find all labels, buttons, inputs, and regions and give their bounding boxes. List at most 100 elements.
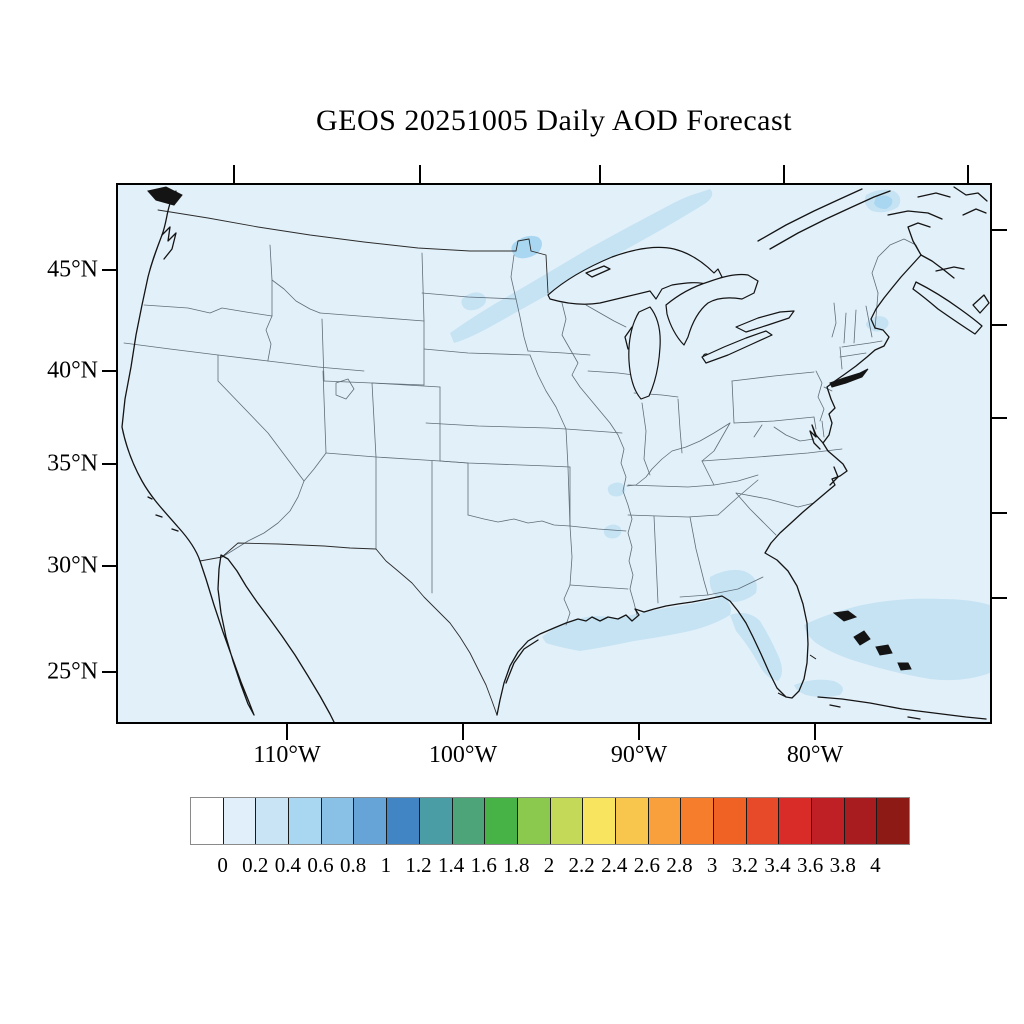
texas-lagoon-line [505, 639, 539, 684]
colorbar-cell-7 [419, 798, 453, 844]
colorbar-tick-label-1.2: 1.2 [405, 853, 432, 877]
chesapeake-bay [809, 424, 824, 450]
bay-of-fundy [920, 254, 955, 279]
right-tick-1 [992, 324, 1007, 326]
colorbar-tick-label-2.6: 2.6 [633, 853, 661, 877]
top-tick-2 [599, 165, 601, 183]
colorbar-cell-13 [615, 798, 649, 844]
right-tick-2 [992, 417, 1007, 419]
lake-erie [701, 330, 773, 364]
vancouver-island [147, 186, 183, 206]
colorbar-tick-label-3: 3 [706, 853, 718, 877]
colorbar-cell-18 [779, 798, 813, 844]
prince-edward-island [935, 266, 965, 272]
colorbar-tick-label-1.6: 1.6 [470, 853, 497, 877]
colorbar [190, 797, 910, 845]
bahamas-islands [777, 610, 912, 698]
top-tick-4 [967, 165, 969, 183]
lat-label-1: 40°N [47, 357, 98, 384]
colorbar-tick-label-0.2: 0.2 [242, 853, 269, 877]
colorbar-tick-label-2.2: 2.2 [568, 853, 595, 877]
colorbar-cell-17 [746, 798, 780, 844]
colorbar-tick-label-1.4: 1.4 [437, 853, 465, 877]
green-bay [624, 326, 633, 350]
coastlines [121, 186, 990, 722]
colorbar-cell-19 [812, 798, 845, 844]
colorbar-cell-6 [387, 798, 420, 844]
us-canada-border [157, 209, 549, 294]
aod-speck-north-dakota [461, 292, 486, 311]
colorbar-cell-3 [289, 798, 322, 844]
aod-core-gulf-st-lawrence [874, 195, 893, 209]
colorbar-tick-label-0: 0 [217, 853, 228, 877]
colorbar-tick-label-2.4: 2.4 [601, 853, 628, 877]
outer-banks-line [829, 466, 839, 486]
aod-core-lake-of-the-woods [511, 235, 542, 259]
nova-scotia [912, 281, 983, 335]
socal-islands [147, 496, 179, 532]
colorbar-cell-11 [550, 798, 584, 844]
lat-tick-4 [102, 671, 117, 673]
lat-tick-2 [102, 463, 117, 465]
aod-patch-northern-plume [450, 189, 713, 343]
colorbar-tick-label-0.6: 0.6 [307, 853, 334, 877]
aod-patch-atlantic-bahamas [804, 598, 990, 681]
aod-patch-georgia-inland [709, 569, 757, 602]
aod-speck-mississippi-1 [607, 482, 626, 497]
colorbar-tick-label-1.8: 1.8 [503, 853, 530, 877]
top-tick-3 [783, 165, 785, 183]
national-borders [157, 209, 549, 716]
colorbar-tick-label-2.8: 2.8 [666, 853, 693, 877]
colorbar-tick-label-4: 4 [870, 853, 881, 877]
lon-tick-2 [638, 723, 640, 740]
colorbar-cell-8 [452, 798, 486, 844]
colorbar-tick-label-2: 2 [543, 853, 555, 877]
colorbar-cell-0 [191, 798, 224, 844]
aod-patches [450, 189, 990, 697]
colorbar-tick-label-3.8: 3.8 [829, 853, 856, 877]
us-mexico-border [199, 542, 498, 716]
lon-label-3: 80°W [786, 742, 844, 768]
lake-huron [665, 273, 759, 346]
colorbar-cell-12 [583, 798, 616, 844]
colorbar-cell-21 [877, 798, 910, 844]
lake-michigan [628, 306, 661, 400]
lon-label-2: 90°W [610, 742, 668, 768]
lat-tick-1 [102, 370, 117, 372]
colorbar-tick-label-0.4: 0.4 [274, 853, 302, 877]
aod-speck-mississippi-2 [603, 524, 622, 539]
colorbar-tick-label-3.6: 3.6 [796, 853, 824, 877]
cape-breton [972, 294, 990, 314]
colorbar-cell-1 [223, 798, 257, 844]
st-lawrence-river [757, 188, 891, 250]
right-tick-3 [992, 512, 1007, 514]
lon-tick-0 [286, 723, 288, 740]
new-brunswick-gaspe [887, 210, 943, 256]
right-tick-4 [992, 597, 1007, 599]
aod-patch-south-of-florida [794, 679, 843, 697]
colorbar-cell-4 [321, 798, 355, 844]
lon-label-0: 110°W [253, 742, 321, 768]
colorbar-tick-label-3.4: 3.4 [764, 853, 791, 877]
lat-tick-3 [102, 565, 117, 567]
lat-tick-0 [102, 269, 117, 271]
colorbar-cell-5 [354, 798, 388, 844]
map-canvas [116, 183, 992, 724]
isle-royale [585, 265, 611, 278]
colorbar-cell-14 [648, 798, 682, 844]
right-tick-0 [992, 229, 1007, 231]
lon-tick-3 [814, 723, 816, 740]
lon-tick-1 [462, 723, 464, 740]
top-tick-0 [233, 165, 235, 183]
lat-label-4: 25°N [47, 658, 98, 685]
lake-ontario [735, 310, 795, 333]
gulf-and-atlantic-coast [496, 254, 922, 716]
colorbar-cell-15 [681, 798, 714, 844]
lon-label-1: 100°W [428, 742, 498, 768]
colorbar-cell-20 [844, 798, 878, 844]
us-map-svg [121, 186, 990, 722]
state-borders [123, 238, 922, 626]
pacific-and-baja-coast [121, 190, 335, 722]
colorbar-tick-label-0.8: 0.8 [340, 853, 367, 877]
